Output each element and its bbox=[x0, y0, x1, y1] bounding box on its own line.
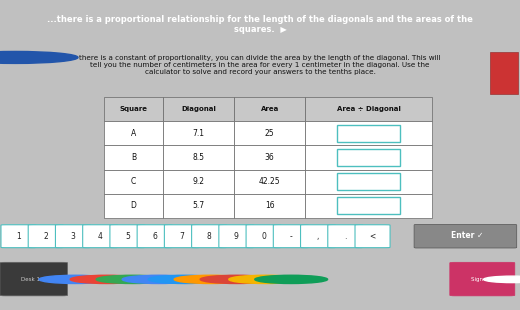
FancyBboxPatch shape bbox=[450, 262, 515, 296]
Bar bbox=[305, 193, 432, 218]
Text: Area ÷ Diagonal: Area ÷ Diagonal bbox=[336, 106, 400, 113]
Circle shape bbox=[229, 275, 302, 283]
Bar bbox=[104, 145, 163, 170]
Bar bbox=[163, 122, 234, 145]
Text: 5: 5 bbox=[125, 232, 130, 241]
FancyBboxPatch shape bbox=[0, 262, 68, 296]
Text: B: B bbox=[131, 153, 136, 162]
Text: 0: 0 bbox=[261, 232, 266, 241]
FancyBboxPatch shape bbox=[414, 224, 517, 248]
Text: .: . bbox=[344, 232, 346, 241]
Text: Square: Square bbox=[120, 106, 148, 113]
Bar bbox=[490, 52, 518, 94]
FancyBboxPatch shape bbox=[355, 225, 390, 248]
Circle shape bbox=[148, 275, 221, 283]
Circle shape bbox=[255, 275, 328, 283]
FancyBboxPatch shape bbox=[219, 225, 254, 248]
Circle shape bbox=[0, 51, 78, 64]
Text: A: A bbox=[131, 129, 136, 138]
FancyBboxPatch shape bbox=[28, 225, 63, 248]
Bar bbox=[337, 197, 400, 214]
FancyBboxPatch shape bbox=[301, 225, 335, 248]
Text: -: - bbox=[290, 232, 292, 241]
Circle shape bbox=[174, 275, 247, 283]
FancyBboxPatch shape bbox=[274, 225, 308, 248]
FancyBboxPatch shape bbox=[110, 225, 145, 248]
Bar bbox=[305, 122, 432, 145]
Text: C: C bbox=[131, 177, 136, 186]
Text: 7.1: 7.1 bbox=[193, 129, 205, 138]
Text: ...there is a proportional relationship for the length of the diagonals and the : ...there is a proportional relationship … bbox=[47, 15, 473, 34]
Text: 3: 3 bbox=[71, 232, 75, 241]
FancyBboxPatch shape bbox=[191, 225, 227, 248]
Bar bbox=[305, 145, 432, 170]
Text: 16: 16 bbox=[265, 201, 275, 210]
Bar bbox=[104, 97, 163, 122]
Text: 7: 7 bbox=[179, 232, 185, 241]
Bar bbox=[234, 193, 305, 218]
Bar bbox=[337, 173, 400, 190]
Text: 9.2: 9.2 bbox=[193, 177, 205, 186]
Text: Desk 1  »: Desk 1 » bbox=[21, 277, 47, 281]
Text: 6: 6 bbox=[152, 232, 157, 241]
Text: Enter ✓: Enter ✓ bbox=[451, 231, 484, 240]
Bar bbox=[337, 125, 400, 142]
Bar bbox=[234, 97, 305, 122]
Text: ,: , bbox=[317, 232, 319, 241]
FancyBboxPatch shape bbox=[137, 225, 172, 248]
Text: D: D bbox=[131, 201, 137, 210]
Text: 2: 2 bbox=[43, 232, 48, 241]
FancyBboxPatch shape bbox=[164, 225, 200, 248]
Bar bbox=[104, 193, 163, 218]
Text: 5.7: 5.7 bbox=[193, 201, 205, 210]
Text: 25: 25 bbox=[265, 129, 275, 138]
Text: 36: 36 bbox=[265, 153, 275, 162]
FancyBboxPatch shape bbox=[1, 225, 36, 248]
Text: 1: 1 bbox=[16, 232, 21, 241]
FancyBboxPatch shape bbox=[246, 225, 281, 248]
Bar bbox=[234, 170, 305, 193]
Circle shape bbox=[200, 275, 273, 283]
Bar bbox=[163, 145, 234, 170]
FancyBboxPatch shape bbox=[328, 225, 363, 248]
Text: Diagonal: Diagonal bbox=[181, 106, 216, 113]
Bar bbox=[104, 122, 163, 145]
Text: Sign out: Sign out bbox=[471, 277, 494, 281]
Bar bbox=[234, 145, 305, 170]
Bar bbox=[163, 97, 234, 122]
Circle shape bbox=[96, 275, 169, 283]
Text: Area: Area bbox=[261, 106, 279, 113]
Circle shape bbox=[484, 276, 520, 283]
Circle shape bbox=[122, 275, 195, 283]
Text: 4: 4 bbox=[98, 232, 102, 241]
Circle shape bbox=[39, 275, 112, 283]
Text: 9: 9 bbox=[234, 232, 239, 241]
Bar bbox=[104, 170, 163, 193]
Text: there is a constant of proportionality, you can divide the area by the length of: there is a constant of proportionality, … bbox=[79, 55, 441, 75]
Text: 8.5: 8.5 bbox=[193, 153, 205, 162]
Text: <: < bbox=[369, 232, 375, 241]
Circle shape bbox=[70, 275, 143, 283]
Text: 42.25: 42.25 bbox=[259, 177, 281, 186]
FancyBboxPatch shape bbox=[56, 225, 90, 248]
Bar bbox=[163, 193, 234, 218]
Bar bbox=[337, 149, 400, 166]
Bar bbox=[163, 170, 234, 193]
Bar bbox=[305, 170, 432, 193]
Bar bbox=[305, 97, 432, 122]
Bar bbox=[234, 122, 305, 145]
FancyBboxPatch shape bbox=[83, 225, 118, 248]
Text: 8: 8 bbox=[207, 232, 212, 241]
